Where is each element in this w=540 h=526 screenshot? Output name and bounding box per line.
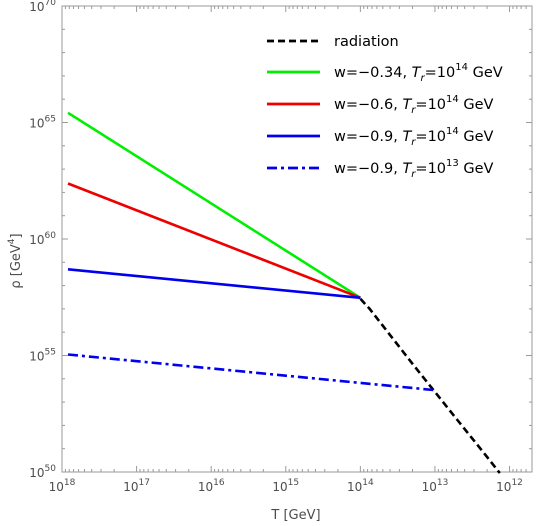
x-tick-label: 1015	[272, 478, 299, 494]
y-tick-label: 1050	[29, 464, 56, 480]
legend-entry-2: w=−0.34, Tr=1014 GeV	[334, 62, 503, 84]
legend-entry-4: w=−0.9, Tr=1014 GeV	[334, 126, 494, 148]
x-axis-label: T [GeV]	[270, 508, 320, 523]
x-tick-label: 1013	[422, 478, 449, 494]
legend-entry-3: w=−0.6, Tr=1014 GeV	[334, 94, 494, 116]
y-tick-label: 1070	[29, 0, 56, 14]
series-line-5	[67, 353, 434, 392]
x-tick-label: 1012	[496, 478, 523, 494]
x-tick-label: 1018	[49, 478, 76, 494]
x-tick-label: 1014	[347, 478, 374, 494]
plot-border	[61, 5, 533, 473]
y-axis-label: ρ [GeV4]	[7, 233, 24, 288]
legend-entry-1: radiation	[334, 34, 399, 50]
series-line-4	[67, 268, 361, 300]
series-line-3	[67, 182, 361, 300]
series-line-2	[67, 111, 362, 299]
y-tick-label: 1055	[29, 348, 56, 364]
legend-entry-5: w=−0.9, Tr=1013 GeV	[334, 158, 494, 180]
legend: radiation w=−0.34, Tr=1014 GeV w=−0.6, Tr=…	[267, 34, 503, 180]
x-tick-label: 1017	[123, 478, 150, 494]
y-tick-label: 1065	[29, 115, 56, 131]
x-tick-label: 1016	[198, 478, 225, 494]
axis-ticks: 1018 1017 1016 1015 1014 1013 1012 1050 1055 1060…	[29, 0, 532, 494]
y-tick-label: 1060	[29, 231, 56, 247]
data-series	[67, 111, 501, 474]
plot-frame	[61, 5, 533, 473]
series-line-1	[359, 297, 501, 474]
